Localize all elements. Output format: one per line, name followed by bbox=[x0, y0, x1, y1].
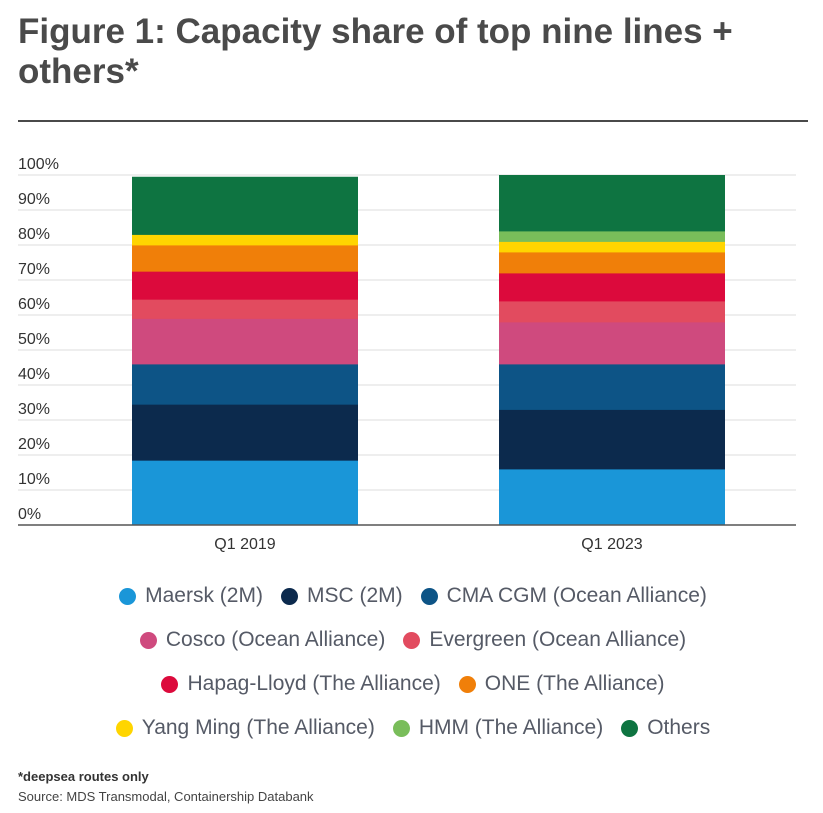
y-tick-label: 90% bbox=[18, 191, 50, 208]
legend-label: Cosco (Ocean Alliance) bbox=[165, 628, 386, 651]
legend-label: MSC (2M) bbox=[306, 584, 403, 607]
bar-segment bbox=[499, 231, 725, 242]
legend: Maersk (2M) MSC (2M) CMA CGM (Ocean Allian… bbox=[18, 574, 808, 750]
bar-segment bbox=[132, 364, 358, 405]
legend-swatch bbox=[119, 587, 137, 605]
legend-item: MSC (2M) bbox=[280, 584, 403, 608]
legend-item: Evergreen (Ocean Alliance) bbox=[403, 628, 686, 652]
chart-title: Figure 1: Capacity share of top nine lin… bbox=[18, 12, 733, 91]
bar-segment bbox=[132, 299, 358, 319]
source-note: Source: MDS Transmodal, Containership Da… bbox=[18, 789, 314, 804]
legend-row: Yang Ming (The Alliance) HMM (The Allianc… bbox=[18, 706, 808, 750]
legend-swatch bbox=[280, 587, 298, 605]
bar-segment bbox=[132, 318, 358, 365]
bar-segment bbox=[499, 273, 725, 302]
legend-row: Hapag-Lloyd (The Alliance) ONE (The Allia… bbox=[18, 662, 808, 706]
legend-row: Maersk (2M) MSC (2M) CMA CGM (Ocean Allian… bbox=[18, 574, 808, 618]
legend-item: Maersk (2M) bbox=[119, 584, 263, 608]
legend-swatch bbox=[139, 631, 157, 649]
legend-swatch bbox=[403, 631, 421, 649]
bar-segment bbox=[499, 301, 725, 323]
y-tick-label: 100% bbox=[18, 156, 59, 173]
legend-item: HMM (The Alliance) bbox=[392, 716, 604, 740]
bar-segment bbox=[499, 252, 725, 274]
legend-label: HMM (The Alliance) bbox=[418, 716, 604, 739]
bar-segment bbox=[132, 234, 358, 246]
y-tick-label: 20% bbox=[18, 436, 50, 453]
legend-label: ONE (The Alliance) bbox=[484, 672, 665, 695]
bar-segment bbox=[499, 364, 725, 410]
legend-swatch bbox=[621, 719, 639, 737]
bar-segment bbox=[132, 271, 358, 300]
y-tick-label: 60% bbox=[18, 296, 50, 313]
legend-item: CMA CGM (Ocean Alliance) bbox=[420, 584, 707, 608]
legend-item: Others bbox=[621, 716, 710, 740]
legend-swatch bbox=[420, 587, 438, 605]
y-tick-label: 80% bbox=[18, 226, 50, 243]
y-tick-label: 30% bbox=[18, 401, 50, 418]
x-category-label: Q1 2019 bbox=[214, 536, 275, 553]
bar-segment bbox=[132, 460, 358, 526]
legend-label: CMA CGM (Ocean Alliance) bbox=[446, 584, 707, 607]
legend-label: Hapag-Lloyd (The Alliance) bbox=[187, 672, 441, 695]
legend-swatch bbox=[161, 675, 179, 693]
y-tick-label: 40% bbox=[18, 366, 50, 383]
bar-segment bbox=[132, 404, 358, 461]
bar-segment bbox=[499, 241, 725, 253]
stacked-bar-chart: 0% 10% 20% 30% 40% 50% 60% 70% 80% 90% 100% Q1 2019… bbox=[18, 156, 796, 553]
legend-swatch bbox=[115, 719, 133, 737]
legend-label: Maersk (2M) bbox=[145, 584, 263, 607]
legend-item: Cosco (Ocean Alliance) bbox=[139, 628, 386, 652]
bar-segment bbox=[499, 409, 725, 470]
bar-segment bbox=[499, 322, 725, 365]
title-divider bbox=[18, 120, 808, 122]
bar-segment bbox=[132, 245, 358, 272]
y-tick-label: 10% bbox=[18, 471, 50, 488]
bar-segment bbox=[132, 176, 358, 235]
y-tick-label: 0% bbox=[18, 506, 41, 523]
x-category-label: Q1 2023 bbox=[581, 536, 642, 553]
legend-item: Hapag-Lloyd (The Alliance) bbox=[161, 672, 441, 696]
y-tick-label: 50% bbox=[18, 331, 50, 348]
legend-item: ONE (The Alliance) bbox=[458, 672, 665, 696]
legend-label: Evergreen (Ocean Alliance) bbox=[429, 628, 687, 651]
y-tick-label: 70% bbox=[18, 261, 50, 278]
bar-segment bbox=[499, 469, 725, 526]
legend-label: Yang Ming (The Alliance) bbox=[141, 716, 375, 739]
legend-label: Others bbox=[647, 716, 711, 739]
legend-swatch bbox=[458, 675, 476, 693]
legend-swatch bbox=[392, 719, 410, 737]
legend-row: Cosco (Ocean Alliance) Evergreen (Ocean A… bbox=[18, 618, 808, 662]
footnote: *deepsea routes only bbox=[18, 769, 149, 784]
legend-item: Yang Ming (The Alliance) bbox=[115, 716, 375, 740]
bar-segment bbox=[499, 175, 725, 232]
